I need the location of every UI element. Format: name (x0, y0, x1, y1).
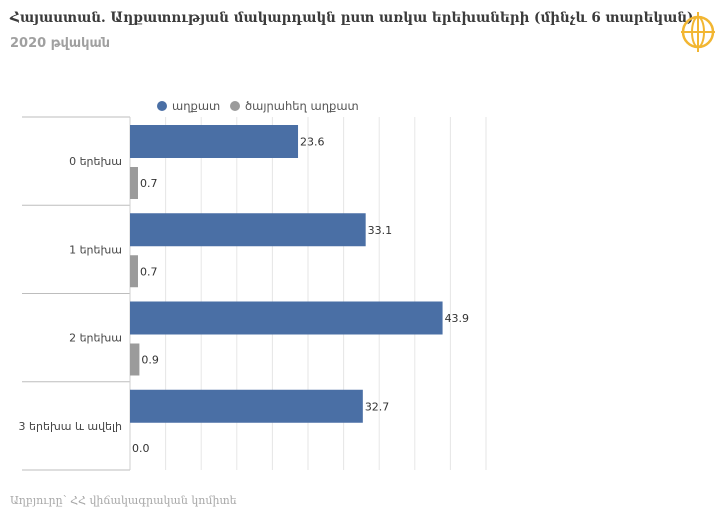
data-label: 0.9 (141, 354, 159, 367)
legend-label-1: ծայրահեղ աղքատ (245, 99, 359, 113)
legend-marker-0 (157, 101, 167, 111)
bar-1 (130, 255, 138, 288)
data-label: 33.1 (368, 224, 393, 237)
bar-0 (130, 301, 443, 335)
chart-title: Հայաստան. Աղքատության մակարդակն ըստ առկա… (10, 10, 694, 26)
bar-1 (130, 343, 140, 376)
category-label: 3 երեխա և ավելի (19, 420, 122, 433)
legend-marker-1 (230, 101, 240, 111)
chart-subtitle: 2020 թվական (10, 36, 110, 51)
category-label: 0 երեխա (69, 155, 122, 168)
legend-label-0: աղքատ (172, 99, 220, 113)
bar-0 (130, 125, 299, 158)
data-label: 32.7 (365, 400, 390, 413)
data-label: 23.6 (300, 136, 325, 149)
category-label: 2 երեխա (69, 332, 122, 345)
category-label: 1 երեխա (69, 243, 122, 256)
globe-logo-icon (681, 12, 715, 52)
bar-1 (130, 167, 138, 199)
data-label: 0.0 (132, 442, 150, 455)
data-label: 0.7 (140, 177, 158, 190)
data-label: 43.9 (445, 312, 470, 325)
bar-0 (130, 389, 363, 423)
source-note: Աղբյուրը՝ ՀՀ վիճակագրական կոմիտե (10, 494, 237, 507)
data-label: 0.7 (140, 265, 158, 278)
bar-0 (130, 213, 366, 247)
